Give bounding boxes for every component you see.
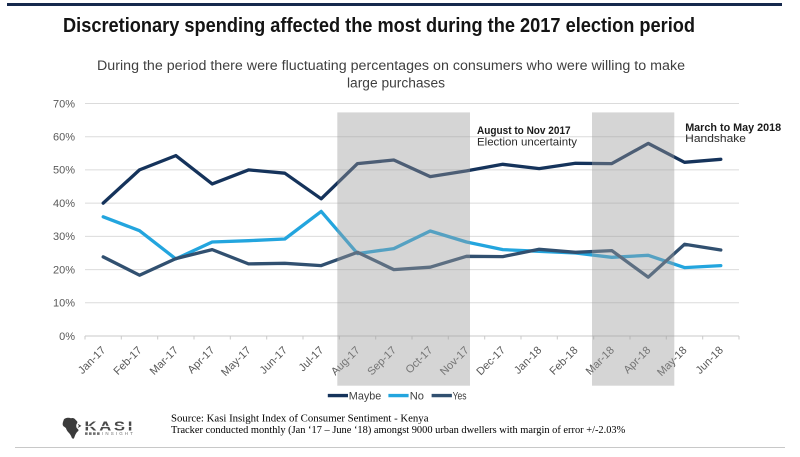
svg-text:August to Nov 2017: August to Nov 2017	[477, 125, 571, 137]
svg-text:During the period there were f: During the period there were fluctuating…	[97, 58, 685, 73]
svg-text:Yes: Yes	[453, 391, 467, 403]
svg-text:Maybe: Maybe	[349, 391, 382, 403]
svg-text:Election uncertainty: Election uncertainty	[477, 137, 578, 149]
svg-text:0%: 0%	[59, 331, 75, 343]
svg-text:40%: 40%	[53, 198, 75, 210]
svg-text:March to May 2018: March to May 2018	[685, 122, 781, 134]
svg-text:60%: 60%	[53, 132, 75, 144]
svg-text:70%: 70%	[53, 98, 75, 110]
svg-text:Handshake: Handshake	[685, 133, 746, 145]
svg-text:Tracker conducted monthly (Jan: Tracker conducted monthly (Jan ‘17 – Jun…	[171, 424, 625, 436]
svg-text:20%: 20%	[53, 264, 75, 276]
svg-text:Source: Kasi Insight Index of: Source: Kasi Insight Index of Consumer S…	[171, 412, 429, 424]
svg-text:large purchases: large purchases	[347, 76, 445, 91]
svg-text:INSIGHT: INSIGHT	[102, 431, 135, 436]
svg-text:10%: 10%	[53, 298, 75, 310]
svg-text:Discretionary spending affecte: Discretionary spending affected the most…	[63, 15, 695, 37]
svg-text:No: No	[410, 391, 424, 403]
svg-text:50%: 50%	[53, 165, 75, 177]
svg-text:30%: 30%	[53, 231, 75, 243]
